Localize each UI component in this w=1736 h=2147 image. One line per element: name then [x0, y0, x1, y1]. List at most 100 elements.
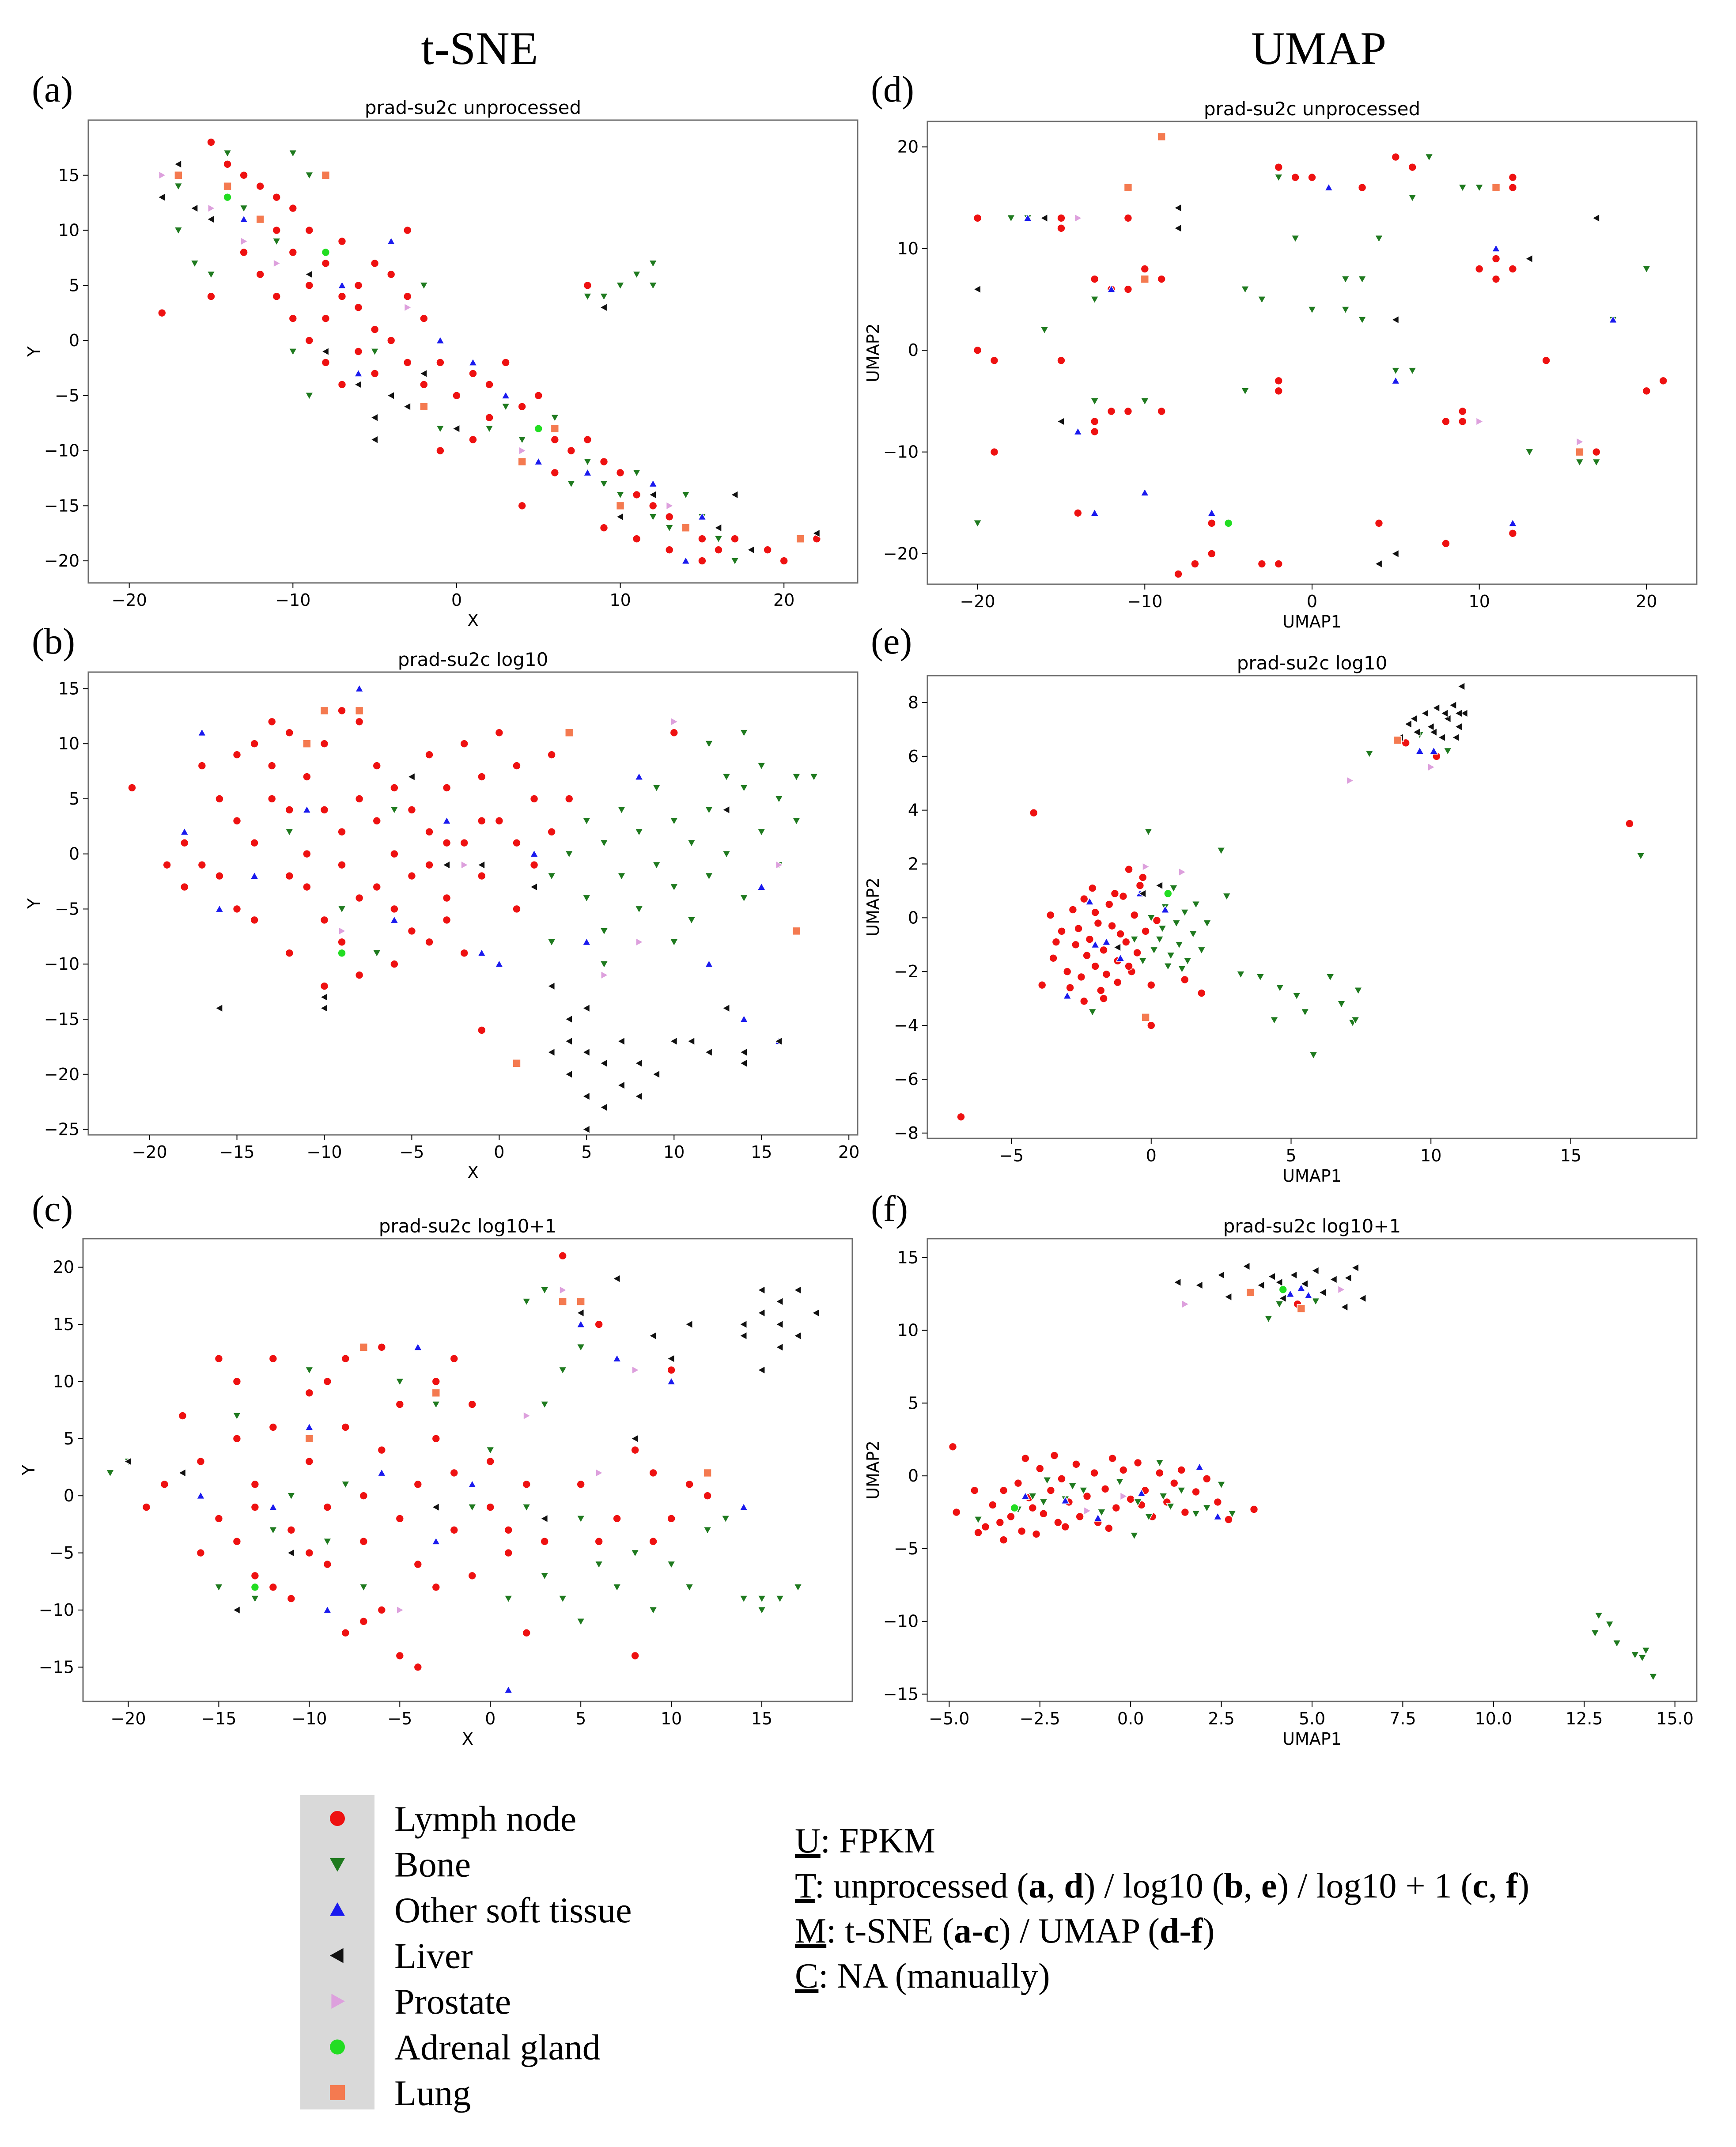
point-lymph-node [1358, 183, 1367, 192]
y-tick-label: 0 [64, 1486, 74, 1505]
point-liver [612, 1274, 621, 1283]
point-other-soft-tissue [1491, 244, 1501, 252]
point-lymph-node [386, 336, 396, 345]
point-bone [1341, 276, 1350, 284]
point-bone [1191, 1510, 1201, 1519]
point-bone [1594, 1612, 1604, 1621]
point-liver [757, 1308, 766, 1318]
y-tick-label: −2 [894, 962, 919, 981]
point-lymph-node [1071, 940, 1080, 949]
point-liver [582, 1125, 590, 1134]
x-axis-label: X [467, 1163, 479, 1182]
point-lymph-node [988, 1501, 997, 1509]
point-prostate [396, 1605, 405, 1615]
point-liver [793, 1285, 802, 1295]
plot-frame [927, 1238, 1698, 1702]
point-lymph-node [1006, 1512, 1015, 1521]
point-lymph-node [948, 1442, 957, 1451]
point-bone [1155, 1459, 1165, 1468]
point-bone [1202, 1504, 1212, 1513]
x-tick-label: −15 [201, 1709, 236, 1728]
point-lymph-node [239, 248, 248, 257]
point-liver [1374, 559, 1383, 569]
y-tick-label: −10 [883, 442, 919, 462]
point-bone [1115, 1478, 1124, 1487]
point-liver [1350, 1263, 1359, 1273]
point-lymph-node [215, 871, 224, 881]
point-lymph-node [995, 1518, 1005, 1527]
point-other-soft-tissue [1137, 1489, 1146, 1497]
point-lymph-node [1121, 937, 1131, 947]
point-bone [372, 949, 382, 958]
point-lymph-node [232, 816, 242, 825]
point-lymph-node [594, 1320, 603, 1329]
annotation-u-key: U [795, 1822, 821, 1860]
point-bone [1358, 276, 1367, 284]
point-liver [215, 1003, 223, 1013]
point-lymph-node [303, 772, 311, 781]
point-lymph-node [1207, 518, 1216, 528]
point-bone [632, 469, 642, 478]
point-bone [1636, 852, 1645, 861]
annotation-part: c [1472, 1867, 1488, 1905]
point-lymph-node [1625, 819, 1634, 828]
y-tick-label: 20 [53, 1258, 74, 1277]
point-bone [1157, 925, 1167, 934]
point-bone [1354, 987, 1363, 995]
point-lymph-node [540, 1537, 549, 1546]
point-liver [1056, 417, 1065, 426]
point-bone [1169, 885, 1178, 893]
point-bone [1292, 992, 1301, 1001]
point-bone [652, 861, 662, 870]
point-liver [1289, 1270, 1297, 1280]
point-liver [1403, 719, 1412, 729]
point-lymph-node [337, 937, 346, 947]
x-tick-label: −20 [112, 590, 147, 610]
y-tick-label: 0 [908, 908, 919, 927]
point-bone [809, 773, 819, 782]
point-lymph-node [1108, 1454, 1117, 1463]
point-lymph-node [355, 717, 364, 726]
point-lymph-node [370, 259, 379, 268]
x-tick-label: −5 [399, 1142, 424, 1162]
point-other-soft-tissue [268, 1502, 278, 1511]
point-lung [320, 706, 329, 715]
annotation-c: C: NA (manually) [795, 1957, 1050, 1996]
point-bone [1149, 946, 1159, 955]
annotation-key: T [795, 1867, 816, 1905]
plot-title: prad-su2c unprocessed [1204, 98, 1420, 120]
legend-marker-lymph-node [330, 1811, 345, 1826]
point-liver [739, 1058, 748, 1068]
point-bone [1197, 946, 1207, 955]
point-bone [1183, 957, 1192, 966]
point-lymph-node [1112, 1503, 1121, 1512]
point-prostate [1337, 1285, 1346, 1294]
point-bone [550, 414, 560, 423]
point-bone [793, 1584, 803, 1592]
point-lymph-node [730, 534, 739, 544]
point-bone [1407, 194, 1417, 203]
point-liver [1138, 889, 1146, 898]
point-lymph-node [547, 827, 556, 836]
point-lymph-node [413, 1663, 423, 1672]
point-other-soft-tissue [634, 772, 644, 781]
point-lymph-node [287, 1526, 296, 1535]
x-tick-label: 10 [1469, 592, 1490, 611]
point-bone [390, 806, 399, 815]
point-bone [634, 828, 644, 837]
point-other-soft-tissue [431, 1537, 441, 1545]
point-lung [518, 457, 527, 466]
point-liver [616, 1081, 625, 1090]
point-lymph-node [390, 849, 399, 858]
point-liver [576, 1308, 585, 1318]
point-other-soft-tissue [467, 1479, 477, 1488]
legend-marker-bone [330, 1858, 345, 1872]
point-bone [547, 872, 556, 881]
point-lymph-node [372, 761, 382, 770]
point-lymph-node [512, 761, 521, 770]
point-lymph-node [1091, 962, 1100, 971]
point-lymph-node [1207, 549, 1216, 558]
point-lymph-node [1101, 1485, 1110, 1493]
point-lymph-node [477, 1026, 486, 1035]
point-lymph-node [1074, 508, 1082, 518]
